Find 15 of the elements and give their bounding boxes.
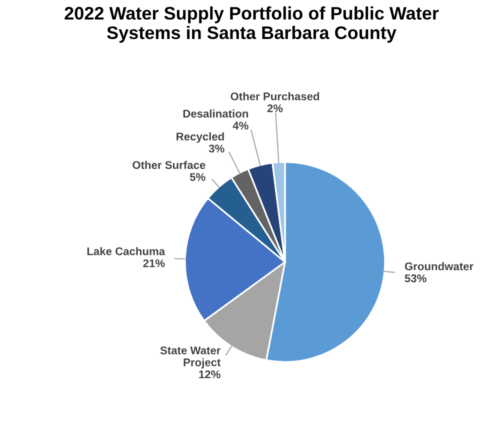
data-label: 5% <box>190 173 206 181</box>
slice-label: State Water Project <box>160 346 221 368</box>
slice-label: Other Purchased <box>230 92 320 100</box>
data-label: 53% <box>404 274 426 282</box>
slice-label: Recycled <box>176 132 224 143</box>
slice-label: Lake Cachuma <box>87 247 166 256</box>
slice-label: Groundwater <box>404 262 474 270</box>
slice-label: Other Surface <box>132 160 206 169</box>
slice-label: Desalination <box>183 109 248 118</box>
data-label: 12% <box>199 370 220 378</box>
data-label: 21% <box>143 259 165 268</box>
data-label: 2% <box>267 104 283 112</box>
data-label: 4% <box>232 122 248 130</box>
data-label: 3% <box>208 144 224 152</box>
chart-title: 2022 Water Supply Portfolio of Public Water Systems in Santa Barbara County <box>64 6 439 43</box>
